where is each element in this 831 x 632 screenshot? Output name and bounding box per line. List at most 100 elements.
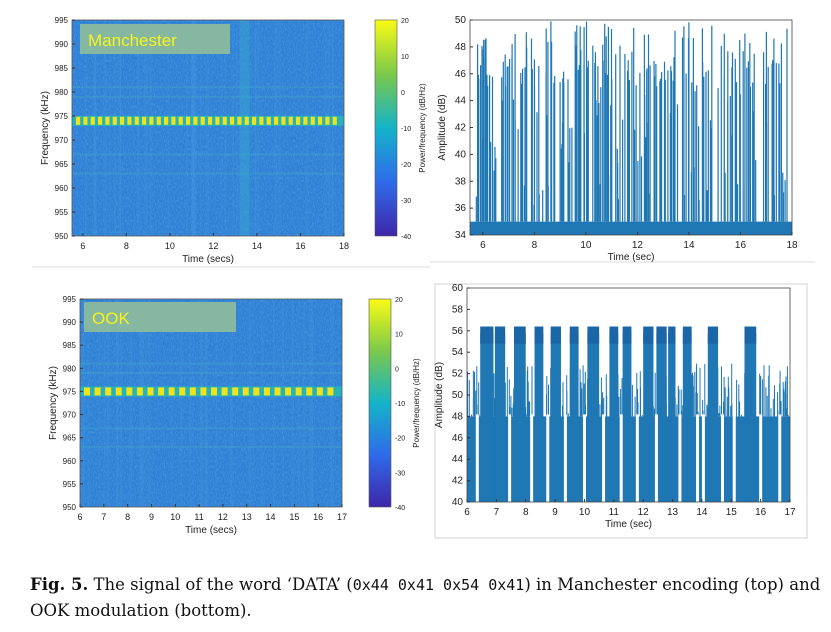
colorbar-tick-label: 0	[395, 366, 399, 373]
carrier-pulse	[237, 116, 242, 125]
carrier-pulse	[115, 387, 122, 396]
spectrogram-column	[192, 299, 194, 507]
off-gap	[546, 414, 550, 502]
carrier-pulse	[316, 387, 323, 396]
x-tick-label: 14	[266, 512, 276, 522]
y-tick-label: 58	[452, 304, 464, 315]
y-tick-label: 52	[452, 369, 464, 380]
carrier-pulse	[84, 387, 91, 396]
off-gap	[508, 414, 512, 502]
x-tick-label: 14	[696, 507, 708, 518]
y-tick-label: 46	[452, 433, 464, 444]
spectrogram-column	[257, 20, 260, 236]
carrier-pulse	[242, 387, 249, 396]
carrier-pulse	[332, 116, 337, 125]
colorbar-tick-label: -10	[395, 401, 405, 408]
spectrogram-column	[129, 299, 133, 507]
spectrogram-column	[312, 299, 314, 507]
spectrogram-column	[254, 20, 257, 236]
spectrogram-stripe	[72, 172, 344, 175]
plot-frame	[79, 298, 343, 508]
on-segment-top	[587, 326, 600, 344]
spectrogram-column	[305, 20, 309, 236]
x-axis-label: Time (secs)	[185, 525, 237, 536]
carrier-pulse	[189, 387, 196, 396]
y-tick-label: 48	[452, 411, 464, 422]
amplitude-spikes	[475, 21, 788, 222]
spectrogram-column	[278, 20, 281, 236]
spectrogram-column	[272, 299, 275, 507]
x-tick-label: 6	[464, 507, 470, 518]
y-tick-label: 48	[455, 42, 467, 53]
carrier-pulse	[171, 116, 176, 125]
y-tick-label: 975	[63, 387, 77, 396]
y-tick-label: 950	[63, 503, 77, 512]
spectrogram-column	[331, 20, 334, 236]
carrier-pulse	[126, 387, 133, 396]
y-tick-label: 965	[55, 160, 69, 169]
x-tick-label: 17	[784, 507, 796, 518]
spectrogram-column	[194, 20, 196, 236]
carrier-pulse	[178, 116, 183, 125]
x-tick-label: 12	[208, 241, 218, 251]
carrier-pulse	[158, 387, 165, 396]
off-gap	[701, 414, 705, 502]
x-tick-label: 13	[242, 512, 252, 522]
spectrogram-column	[324, 20, 327, 236]
on-segment-top	[534, 326, 544, 344]
x-tick-label: 10	[580, 240, 592, 251]
spectrogram-column	[274, 20, 276, 236]
y-axis-label: Amplitude (dB)	[437, 94, 448, 160]
caption-code: 0x44 0x41 0x54 0x41	[352, 576, 525, 594]
y-tick-label: 56	[452, 326, 464, 337]
spectrogram-column	[232, 20, 235, 236]
y-axis-label: Frequency (kHz)	[48, 366, 59, 440]
spectrogram-column	[84, 20, 87, 236]
on-segment	[707, 332, 719, 502]
off-gap	[602, 414, 606, 502]
y-tick-label: 970	[55, 136, 69, 145]
carrier-pulse	[230, 116, 235, 125]
spectrogram-column	[119, 20, 122, 236]
y-tick-label: 965	[63, 434, 77, 443]
carrier-pulse	[76, 116, 81, 125]
x-tick-label: 8	[532, 240, 538, 251]
y-tick-label: 955	[55, 208, 69, 217]
spectrogram-column	[205, 299, 208, 507]
x-tick-label: 12	[218, 512, 228, 522]
on-segment-top	[494, 326, 506, 344]
spectrogram-column	[262, 299, 264, 507]
x-axis-label: Time (secs)	[182, 254, 234, 265]
x-axis-label: Time (sec)	[608, 252, 655, 263]
y-tick-label: 44	[452, 454, 464, 465]
spectrogram-stripe	[80, 445, 342, 448]
y-tick-label: 980	[55, 88, 69, 97]
carrier-pulse	[136, 387, 143, 396]
carrier-pulse	[83, 116, 88, 125]
y-tick-label: 990	[63, 318, 77, 327]
spectrogram-column	[205, 20, 208, 236]
carrier-pulse	[285, 387, 292, 396]
encoding-label: OOK	[92, 309, 130, 328]
carrier-pulse	[98, 116, 103, 125]
spectrogram-column	[200, 299, 204, 507]
x-tick-label: 10	[579, 507, 591, 518]
spectrogram-column	[98, 299, 101, 507]
spectrogram-column	[93, 20, 97, 236]
caption-text-start: The signal of the word ‘DATA’ (	[93, 575, 353, 594]
spectrogram-column	[81, 299, 84, 507]
on-segment	[587, 332, 600, 502]
on-segment	[609, 332, 619, 502]
spectrogram-column	[192, 20, 195, 236]
spectrogram-column	[103, 20, 105, 236]
carrier-pulse	[211, 387, 218, 396]
colorbar-tick-label: -30	[401, 198, 411, 205]
on-segment-top	[609, 326, 619, 344]
carrier-pulse	[274, 116, 279, 125]
spectrogram-column	[215, 299, 217, 507]
caption-text-end: ) in Manchester encoding (top) and OOK m…	[30, 575, 821, 620]
spectrogram-column	[281, 299, 285, 507]
spectrogram-column	[145, 20, 149, 236]
figure-caption: Fig. 5. The signal of the word ‘DATA’ (0…	[30, 572, 825, 623]
y-tick-label: 42	[455, 123, 467, 134]
